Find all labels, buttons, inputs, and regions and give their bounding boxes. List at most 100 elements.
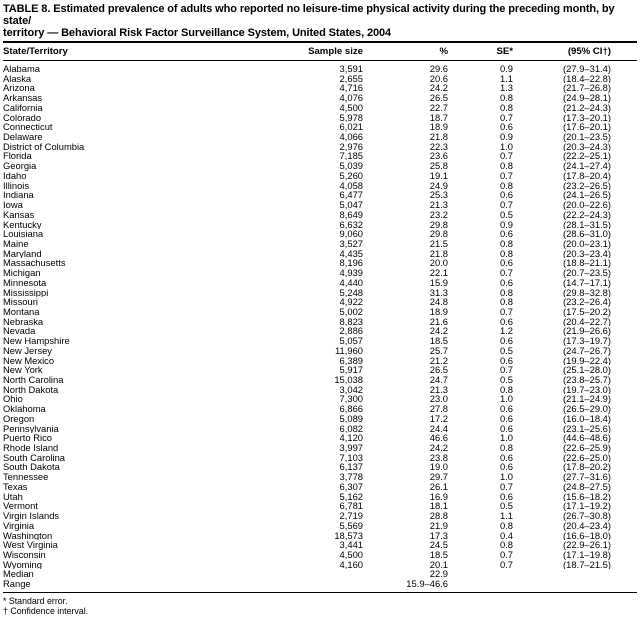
cell-sample-size: 3,591 (339, 63, 363, 74)
table-row: Maryland 4,435 21.8 0.8 (20.3–23.4) (3, 249, 637, 259)
cell-state-territory: Illinois (3, 180, 30, 191)
cell-se: 0.7 (499, 268, 513, 278)
cell-sample-size: 6,137 (339, 462, 363, 473)
cell-percent: 27.8 (429, 404, 448, 414)
cell-se: 0.7 (499, 559, 513, 570)
cell-sample-size: 4,500 (339, 549, 363, 560)
cell-ci: (24.8–27.5) (563, 481, 611, 492)
table-row: North Dakota 3,042 21.3 0.8 (19.7–23.0) (3, 385, 637, 395)
cell-ci: (21.1–24.9) (563, 394, 611, 405)
cell-state-territory: Nevada (3, 326, 36, 337)
cell-ci: (22.2–25.1) (563, 151, 611, 162)
cell-ci: (20.3–23.4) (563, 248, 611, 259)
cell-state-territory: Maine (3, 238, 29, 249)
cell-state-territory: Mississippi (3, 287, 49, 298)
cell-percent: 21.6 (429, 316, 448, 327)
summary-row: Range 15.9–46.6 (3, 579, 637, 589)
cell-sample-size: 6,082 (339, 423, 363, 434)
cell-ci: (24.1–26.5) (563, 190, 611, 201)
cell-state-territory: New Jersey (3, 345, 52, 356)
cell-percent: 24.5 (429, 540, 448, 550)
cell-sample-size: 4,716 (339, 83, 363, 94)
cell-ci: (22.6–25.0) (563, 452, 611, 463)
cell-percent: 21.8 (429, 248, 448, 259)
cell-sample-size: 6,021 (339, 122, 363, 133)
table-row: Ohio 7,300 23.0 1.0 (21.1–24.9) (3, 394, 637, 404)
cell-se: 0.5 (499, 375, 513, 385)
cell-state-territory: District of Columbia (3, 141, 85, 152)
cell-ci: (15.6–18.2) (563, 491, 611, 502)
cell-state-territory: Florida (3, 151, 32, 162)
cell-sample-size: 4,500 (339, 102, 363, 113)
cell-se (448, 569, 513, 579)
cell-ci: (26.7–30.8) (563, 511, 611, 521)
cell-sample-size: 4,160 (339, 559, 363, 570)
cell-ci: (17.8–20.2) (563, 462, 611, 473)
cell-se: 1.1 (499, 511, 513, 521)
cell-state-territory: Rhode Island (3, 443, 59, 453)
table-row: Alaska 2,655 20.6 1.1 (18.4–22.8) (3, 74, 637, 84)
cell-ci: (17.5–20.2) (563, 306, 611, 317)
cell-ci: (20.0–22.6) (563, 200, 611, 210)
cell-state-territory: Maryland (3, 248, 42, 259)
table-row: Louisiana 9,060 29.8 0.6 (28.6–31.0) (3, 229, 637, 239)
cell-percent: 17.3 (429, 530, 448, 541)
cell-ci: (28.6–31.0) (563, 229, 611, 239)
cell-sample-size: 4,939 (339, 268, 363, 278)
cell-sample-size: 4,922 (339, 297, 363, 307)
cell-ci: (17.1–19.8) (563, 549, 611, 560)
cell-percent: 18.5 (429, 336, 448, 346)
table-row: Wisconsin 4,500 18.5 0.7 (17.1–19.8) (3, 550, 637, 560)
cell-ci: (25.1–28.0) (563, 365, 611, 375)
prevalence-table: State/Territory Sample size % SE* (95% C… (3, 43, 637, 589)
cell-se: 0.9 (499, 219, 513, 230)
cell-percent: 23.2 (429, 209, 448, 220)
cell-ci: (29.8–32.8) (563, 287, 611, 298)
cell-state-territory: Iowa (3, 200, 23, 210)
cell-sample-size: 2,886 (339, 326, 363, 337)
column-header-sample-size: Sample size (301, 43, 363, 61)
cell-se: 0.8 (499, 297, 513, 307)
cell-sample-size: 5,569 (339, 520, 363, 531)
table-row: Nebraska 8,823 21.6 0.6 (20.4–22.7) (3, 317, 637, 327)
cell-se: 0.8 (499, 384, 513, 395)
table-row: North Carolina 15,038 24.7 0.5 (23.8–25.7) (3, 375, 637, 385)
cell-sample-size: 5,248 (339, 287, 363, 298)
cell-percent: 21.3 (429, 200, 448, 210)
table-row: Arkansas 4,076 26.5 0.8 (24.9–28.1) (3, 93, 637, 103)
cell-state-territory: Virginia (3, 520, 35, 531)
cell-ci: (21.2–24.3) (563, 102, 611, 113)
cell-state-territory: Connecticut (3, 122, 53, 133)
table-row: Minnesota 4,440 15.9 0.6 (14.7–17.1) (3, 278, 637, 288)
column-header-percent: % (363, 43, 448, 61)
cell-ci: (17.3–20.1) (563, 112, 611, 123)
cell-sample-size: 7,300 (339, 394, 363, 405)
column-header-se: SE* (448, 43, 513, 61)
cell-percent: 20.1 (429, 559, 448, 570)
cell-se: 0.6 (499, 491, 513, 502)
table-row: Kansas 8,649 23.2 0.5 (22.2–24.3) (3, 210, 637, 220)
table-row: Utah 5,162 16.9 0.6 (15.6–18.2) (3, 492, 637, 502)
table-bottom-rule (3, 591, 637, 593)
cell-ci: (20.3–24.3) (563, 141, 611, 152)
cell-ci: (27.7–31.6) (563, 472, 611, 482)
cell-percent: 24.2 (429, 83, 448, 94)
cell-sample-size: 8,196 (339, 258, 363, 269)
cell-se: 0.6 (499, 277, 513, 288)
cell-state-territory: Montana (3, 306, 40, 317)
cell-state-territory: Alaska (3, 73, 32, 84)
cell-ci: (20.4–22.7) (563, 316, 611, 327)
table-row: Virgin Islands 2,719 28.8 1.1 (26.7–30.8) (3, 511, 637, 521)
cell-state-territory: Alabama (3, 63, 41, 74)
table-row: Michigan 4,939 22.1 0.7 (20.7–23.5) (3, 268, 637, 278)
cell-se: 1.1 (499, 73, 513, 84)
table-row: Arizona 4,716 24.2 1.3 (21.7–26.8) (3, 83, 637, 93)
cell-sample-size: 11,960 (335, 345, 363, 356)
cell-se: 0.4 (499, 530, 513, 541)
cell-ci: (24.9–28.1) (563, 93, 611, 103)
cell-percent: 18.7 (429, 112, 448, 123)
cell-percent: 23.6 (429, 151, 448, 162)
cell-sample-size: 6,307 (339, 481, 363, 492)
cell-sample-size: 4,120 (339, 433, 363, 444)
cell-sample-size: 5,260 (339, 170, 363, 181)
